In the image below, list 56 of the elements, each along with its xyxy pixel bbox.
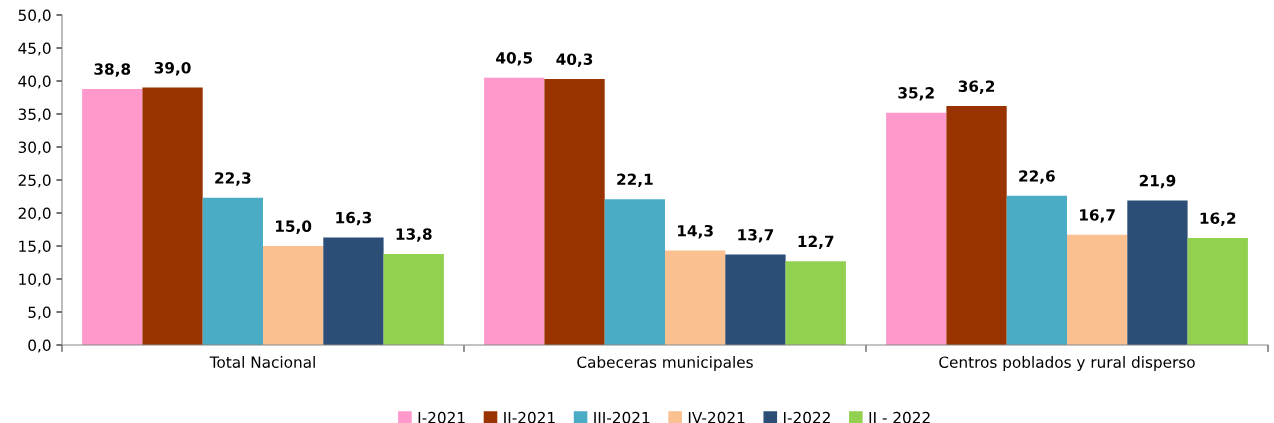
- data-label: 14,3: [678, 224, 713, 239]
- data-label: 22,1: [617, 173, 653, 188]
- data-label: 22,6: [1019, 170, 1055, 184]
- data-label: 16,3: [336, 211, 372, 226]
- bar: [484, 77, 545, 345]
- y-tick-label: 15,0: [19, 240, 51, 254]
- bar: [142, 87, 203, 345]
- y-tick-label: 40,0: [18, 75, 51, 89]
- y-tick-label: 10,0: [19, 273, 51, 287]
- bar: [383, 253, 444, 345]
- legend-label: II-2021: [504, 411, 555, 423]
- bar: [946, 106, 1007, 345]
- data-label: 22,3: [215, 172, 251, 186]
- data-label: 15,0: [276, 220, 312, 234]
- bar: [665, 250, 726, 345]
- bar: [1127, 200, 1188, 345]
- data-label: 40,3: [556, 53, 593, 67]
- legend-label: II - 2022: [869, 411, 930, 423]
- data-label: 16,2: [1200, 212, 1236, 226]
- data-label: 38,8: [94, 63, 131, 77]
- y-tick-label: 20,0: [18, 207, 51, 221]
- y-tick-label: 5,0: [28, 306, 51, 320]
- legend-label: I-2021: [418, 411, 465, 423]
- data-label: 36,2: [958, 80, 995, 94]
- y-tick-label: 30,0: [18, 141, 51, 155]
- y-tick-label: 25,0: [18, 174, 51, 188]
- bar: [544, 79, 605, 345]
- y-tick-label: 45,0: [18, 42, 51, 56]
- x-tick-label: Cabeceras municipales: [577, 356, 753, 371]
- bar: [785, 261, 846, 345]
- data-label: 13,7: [738, 228, 774, 243]
- bar: [886, 112, 947, 345]
- bar: [604, 199, 665, 345]
- bar: [1067, 234, 1128, 345]
- data-label: 39,0: [154, 61, 191, 76]
- legend-label: III-2021: [594, 411, 650, 423]
- y-tick-label: 50,0: [18, 9, 51, 23]
- data-label: 21,9: [1139, 174, 1176, 189]
- bar: [263, 246, 324, 345]
- legend-label: IV-2021: [688, 411, 745, 423]
- data-label: 12,7: [798, 235, 834, 250]
- bar: [323, 237, 384, 345]
- data-label: 16,7: [1080, 209, 1115, 223]
- bar: [82, 88, 143, 345]
- bar: [1187, 238, 1248, 345]
- x-tick-label: Total Nacional: [209, 356, 315, 368]
- y-tick-label: 35,0: [18, 108, 51, 122]
- y-tick-label: 0,0: [28, 339, 51, 353]
- legend-label: I-2022: [783, 411, 830, 423]
- x-tick-label: Centros poblados y rural disperso: [939, 356, 1195, 371]
- data-label: 13,8: [396, 228, 432, 242]
- data-label: 35,2: [898, 87, 934, 101]
- bar: [1006, 195, 1067, 345]
- data-label: 40,5: [496, 52, 533, 66]
- bar: [725, 254, 786, 345]
- bar: [202, 197, 263, 345]
